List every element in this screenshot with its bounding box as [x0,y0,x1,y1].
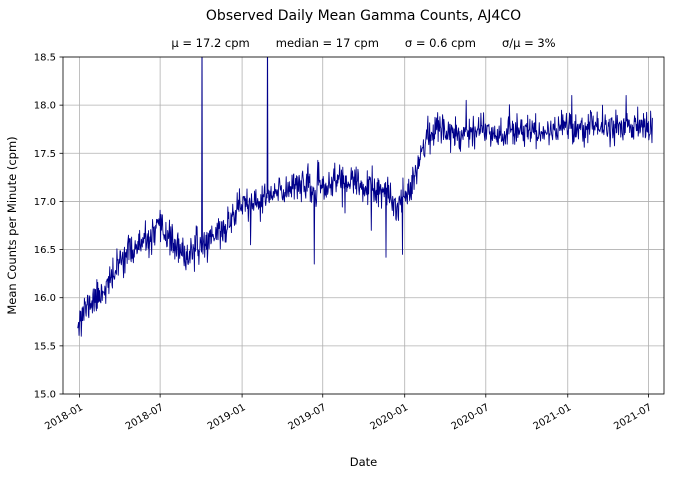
gridlines [63,56,664,395]
chart-title: Observed Daily Mean Gamma Counts, AJ4CO [205,8,522,24]
svg-text:2018-01: 2018-01 [43,402,85,432]
x-axis-label: Date [350,455,378,469]
svg-text:16.0: 16.0 [34,293,56,304]
stat-sigma: σ = 0.6 cpm [404,36,476,50]
svg-text:2018-07: 2018-07 [124,402,166,432]
svg-text:2021-07: 2021-07 [612,402,654,432]
svg-text:16.5: 16.5 [34,245,56,256]
svg-text:18.5: 18.5 [34,53,56,64]
svg-text:15.5: 15.5 [34,341,56,352]
svg-text:18.0: 18.0 [34,101,56,112]
svg-text:2020-07: 2020-07 [450,402,492,432]
y-axis-label: Mean Counts per Minute (cpm) [5,136,19,314]
stat-mean: μ = 17.2 cpm [171,36,250,50]
svg-text:2020-01: 2020-01 [369,402,411,432]
chart-stats: μ = 17.2 cpm median = 17 cpm σ = 0.6 cpm… [63,36,664,50]
data-series [77,57,653,337]
gamma-series-line [77,57,653,337]
stat-median: median = 17 cpm [275,36,379,50]
svg-text:17.5: 17.5 [34,149,56,160]
svg-text:2021-01: 2021-01 [532,402,574,432]
svg-text:2019-01: 2019-01 [206,402,248,432]
svg-text:15.0: 15.0 [34,390,56,401]
svg-text:17.0: 17.0 [34,197,56,208]
plot-border [62,56,665,395]
axis-ticks-and-labels: 15.0 15.5 16.0 16.5 17.0 17.5 18.0 18.5 2018-01 2… [34,53,654,433]
stat-cv: σ/μ = 3% [501,36,556,50]
svg-text:2019-07: 2019-07 [287,402,329,432]
